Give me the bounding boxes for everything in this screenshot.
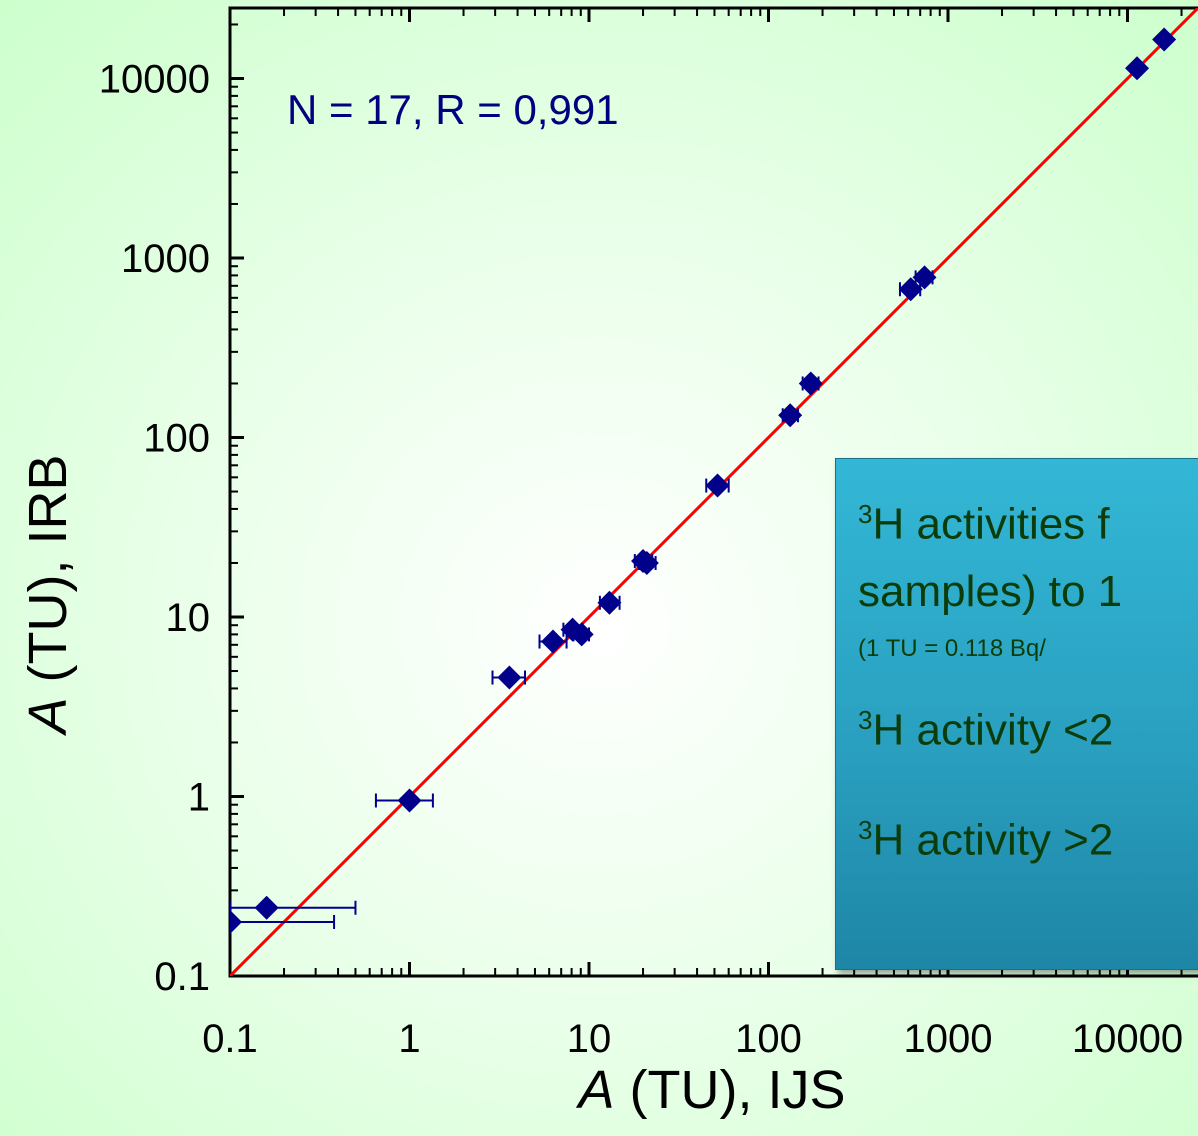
- x-tick-label: 10: [567, 1017, 612, 1061]
- x-tick-label: 0.1: [202, 1017, 258, 1061]
- data-point: [898, 277, 923, 302]
- y-tick-label: 100: [143, 417, 210, 461]
- data-point: [254, 895, 279, 920]
- data-point: [497, 665, 522, 690]
- superscript: 3: [858, 815, 873, 845]
- ticks: [228, 8, 1183, 978]
- data-point: [597, 590, 622, 615]
- superscript: 3: [858, 705, 873, 735]
- data-point: [705, 473, 730, 498]
- info-line-3-text: H activity <2: [872, 705, 1114, 755]
- info-box: 3H activities f samples) to 1 (1 TU = 0.…: [835, 458, 1198, 970]
- data-point: [912, 265, 937, 290]
- data-point: [798, 371, 823, 396]
- tick-labels: 0.1 1 10 100 1000 10000 0.1 1 10 100 1000 10000: [99, 58, 1183, 1062]
- info-line-1-text: H activities f: [872, 499, 1110, 549]
- x-axis-title: A (TU), IJS: [575, 1060, 845, 1120]
- y-tick-label: 10: [166, 596, 211, 640]
- x-tick-label: 1000: [904, 1017, 993, 1061]
- x-axis-title-rest: (TU), IJS: [615, 1060, 846, 1120]
- data-point: [634, 550, 659, 575]
- plot-area: [230, 8, 1198, 976]
- info-note: (1 TU = 0.118 Bq/: [858, 635, 1046, 662]
- info-line-1: 3H activities f: [858, 499, 1110, 550]
- x-tick-label: 10000: [1072, 1017, 1183, 1061]
- y-axis-title-rest: (TU), IRB: [18, 454, 78, 697]
- y-tick-label: 0.1: [154, 955, 210, 999]
- superscript: 3: [858, 499, 873, 529]
- info-line-4-text: H activity >2: [872, 815, 1114, 865]
- info-line-2: samples) to 1: [858, 567, 1123, 616]
- data-point: [778, 403, 803, 428]
- y-axis-title: A (TU), IRB: [18, 454, 78, 736]
- stats-annotation: N = 17, R = 0,991: [287, 86, 619, 133]
- data-point: [569, 622, 594, 647]
- info-line-4: 3H activity >2: [858, 815, 1113, 866]
- y-axis-title-italic: A: [18, 697, 78, 736]
- data-point: [540, 629, 565, 654]
- y-tick-label: 10000: [99, 58, 210, 102]
- x-tick-label: 100: [735, 1017, 802, 1061]
- x-axis-title-italic: A: [575, 1060, 614, 1120]
- info-line-3: 3H activity <2: [858, 705, 1113, 756]
- data-point: [397, 788, 422, 813]
- data-point: [230, 909, 242, 934]
- y-tick-label: 1: [188, 776, 210, 820]
- x-tick-label: 1: [398, 1017, 420, 1061]
- data-points: [230, 27, 1177, 934]
- y-tick-label: 1000: [121, 237, 210, 281]
- data-point: [1125, 56, 1150, 81]
- data-point: [1152, 27, 1177, 52]
